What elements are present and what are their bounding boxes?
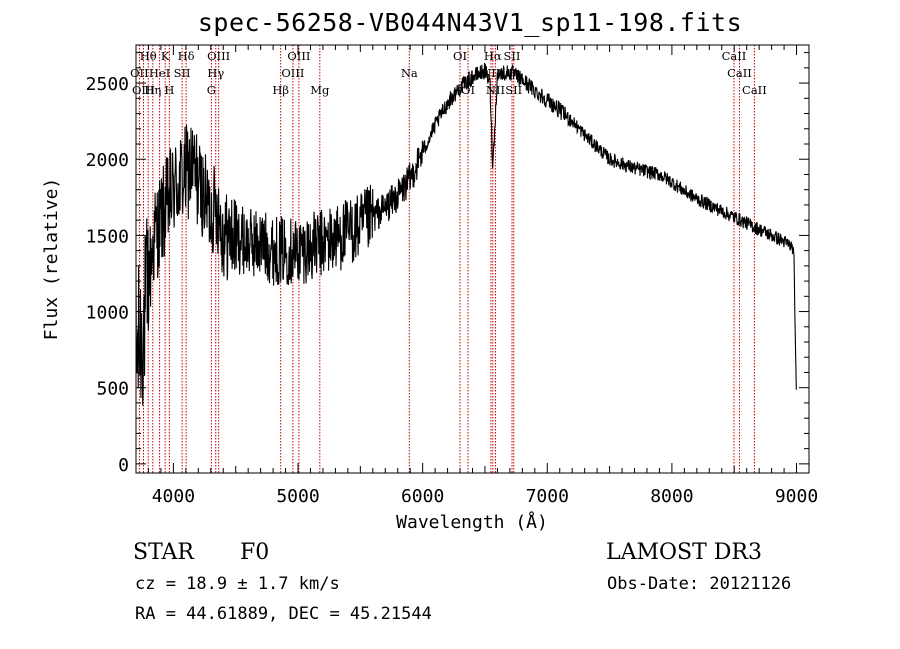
y-tick-label: 0	[118, 455, 129, 476]
line-label: Hδ	[178, 49, 195, 63]
x-tick-label: 9000	[775, 486, 818, 507]
line-label: CaII	[742, 83, 767, 97]
line-label: OII	[130, 66, 149, 80]
line-label: K	[161, 49, 170, 63]
x-tick-label: 5000	[276, 486, 319, 507]
line-label: Mg	[310, 83, 330, 97]
spectral-subclass: F0	[240, 540, 270, 565]
redshift-readout: cz = 18.9 ± 1.7 km/s	[135, 574, 340, 594]
line-label: OIII	[132, 83, 155, 97]
survey-name: LAMOST DR3	[606, 540, 762, 565]
line-label: SII	[504, 49, 521, 63]
line-label: OI	[461, 83, 475, 97]
spectrum-line	[135, 62, 797, 406]
line-label: H	[164, 83, 174, 97]
obs-date: Obs-Date: 20121126	[607, 574, 792, 594]
line-label: OIII	[287, 49, 310, 63]
y-tick-label: 2000	[86, 150, 129, 171]
line-label: Hβ	[272, 83, 289, 97]
line-label: OIII	[207, 49, 230, 63]
x-tick-label: 7000	[526, 486, 569, 507]
y-tick-label: 500	[96, 379, 129, 400]
line-label: OI	[453, 49, 467, 63]
object-class: STAR	[133, 540, 194, 565]
x-tick-label: 4000	[152, 486, 195, 507]
y-tick-label: 1000	[86, 303, 129, 324]
y-tick-label: 1500	[86, 226, 129, 247]
line-label: NII	[481, 66, 500, 80]
chart-title: spec-56258-VB044N43V1_sp11-198.fits	[197, 8, 743, 37]
line-label: Hη	[144, 83, 161, 97]
line-label: SII	[174, 66, 191, 80]
x-axis: 4000 5000 6000 7000 8000 9000	[135, 45, 818, 507]
line-label: OIII	[281, 66, 304, 80]
y-tick-label: 2500	[86, 74, 129, 95]
line-label: Hθ	[140, 49, 157, 63]
coordinates-readout: RA = 44.61889, DEC = 45.21544	[135, 604, 432, 624]
x-axis-label: Wavelength (Å)	[396, 511, 548, 533]
y-axis: 0 500 1000 1500 2000 2500	[86, 52, 809, 476]
line-label: SII	[505, 83, 522, 97]
line-label: Hγ	[207, 66, 224, 80]
line-label: CaII	[722, 49, 747, 63]
x-tick-label: 8000	[650, 486, 693, 507]
line-label: NII	[486, 83, 505, 97]
line-label: Hα	[484, 49, 502, 63]
line-label: Na	[401, 66, 418, 80]
spectrum-series	[135, 62, 797, 406]
y-axis-label: Flux (relative)	[41, 178, 62, 341]
x-tick-label: 6000	[401, 486, 444, 507]
plot-frame	[135, 44, 810, 474]
line-label: CaII	[727, 66, 752, 80]
line-label: G	[207, 83, 216, 97]
line-label: HeI	[149, 66, 170, 80]
